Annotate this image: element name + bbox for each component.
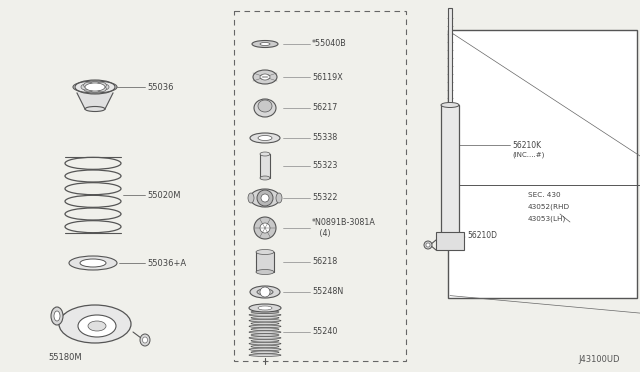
Ellipse shape xyxy=(260,42,270,45)
Bar xyxy=(441,105,459,240)
Ellipse shape xyxy=(78,315,116,337)
Text: *N0891B-3081A
   (4): *N0891B-3081A (4) xyxy=(312,218,376,238)
Ellipse shape xyxy=(97,86,106,92)
Ellipse shape xyxy=(424,241,432,249)
Ellipse shape xyxy=(251,334,279,336)
Circle shape xyxy=(261,194,269,202)
Text: 55180M: 55180M xyxy=(48,353,82,362)
Ellipse shape xyxy=(249,342,281,345)
Ellipse shape xyxy=(441,237,459,243)
Polygon shape xyxy=(77,93,113,109)
Ellipse shape xyxy=(84,82,93,88)
Ellipse shape xyxy=(251,351,279,353)
Bar xyxy=(448,8,452,130)
Text: 55338: 55338 xyxy=(312,134,337,142)
Bar xyxy=(448,30,637,298)
Ellipse shape xyxy=(97,82,106,88)
Ellipse shape xyxy=(251,317,279,319)
Ellipse shape xyxy=(85,83,105,91)
Ellipse shape xyxy=(249,314,281,316)
Ellipse shape xyxy=(260,152,270,156)
Ellipse shape xyxy=(251,340,279,342)
Text: 43053(LH): 43053(LH) xyxy=(528,216,566,222)
Bar xyxy=(234,11,406,361)
Text: (INC....#): (INC....#) xyxy=(512,152,545,158)
Ellipse shape xyxy=(69,256,117,270)
Circle shape xyxy=(260,287,270,297)
Ellipse shape xyxy=(276,193,282,203)
Ellipse shape xyxy=(256,250,274,254)
Circle shape xyxy=(260,223,270,233)
Ellipse shape xyxy=(251,311,279,313)
Ellipse shape xyxy=(251,322,279,325)
Ellipse shape xyxy=(250,286,280,298)
Ellipse shape xyxy=(256,269,274,275)
Ellipse shape xyxy=(251,328,279,331)
Text: J43100UD: J43100UD xyxy=(579,356,620,365)
Ellipse shape xyxy=(73,81,117,93)
Bar xyxy=(256,252,274,272)
Text: 55036+A: 55036+A xyxy=(147,259,186,267)
Ellipse shape xyxy=(249,325,281,328)
Text: 55240: 55240 xyxy=(312,327,337,337)
Ellipse shape xyxy=(252,41,278,48)
Ellipse shape xyxy=(258,100,272,112)
Ellipse shape xyxy=(140,334,150,346)
Text: 56210D: 56210D xyxy=(467,231,497,240)
Ellipse shape xyxy=(253,70,277,84)
Ellipse shape xyxy=(249,348,281,351)
Circle shape xyxy=(257,190,273,206)
Text: 55323: 55323 xyxy=(312,161,337,170)
Text: 56119X: 56119X xyxy=(312,73,343,81)
Ellipse shape xyxy=(249,304,281,312)
Ellipse shape xyxy=(250,133,280,143)
Ellipse shape xyxy=(260,176,270,180)
Ellipse shape xyxy=(90,81,100,87)
Text: 55020M: 55020M xyxy=(147,190,180,199)
Ellipse shape xyxy=(249,331,281,333)
Text: 56218: 56218 xyxy=(312,257,337,266)
Ellipse shape xyxy=(251,345,279,348)
Ellipse shape xyxy=(90,87,100,93)
Ellipse shape xyxy=(426,243,430,247)
Text: 55036: 55036 xyxy=(147,83,173,92)
Ellipse shape xyxy=(249,337,281,339)
Text: SEC. 430: SEC. 430 xyxy=(528,192,561,198)
Ellipse shape xyxy=(260,74,270,80)
Ellipse shape xyxy=(143,337,147,343)
Ellipse shape xyxy=(248,193,254,203)
Ellipse shape xyxy=(257,289,273,295)
Ellipse shape xyxy=(249,319,281,322)
Ellipse shape xyxy=(80,259,106,267)
Ellipse shape xyxy=(51,307,63,325)
Ellipse shape xyxy=(59,305,131,343)
Text: 55248N: 55248N xyxy=(312,288,343,296)
Text: *55040B: *55040B xyxy=(312,39,347,48)
Ellipse shape xyxy=(258,306,272,310)
Text: 43052(RHD: 43052(RHD xyxy=(528,204,570,210)
Bar xyxy=(436,232,464,250)
Ellipse shape xyxy=(249,354,281,356)
Ellipse shape xyxy=(88,321,106,331)
Text: 56210K: 56210K xyxy=(512,141,541,150)
Ellipse shape xyxy=(81,84,91,90)
Text: 55322: 55322 xyxy=(312,193,337,202)
Ellipse shape xyxy=(258,135,272,141)
Ellipse shape xyxy=(250,189,280,207)
Ellipse shape xyxy=(99,84,109,90)
Ellipse shape xyxy=(441,103,459,108)
Circle shape xyxy=(254,217,276,239)
Ellipse shape xyxy=(84,86,93,92)
Ellipse shape xyxy=(254,99,276,117)
Bar xyxy=(260,154,270,178)
Text: 56217: 56217 xyxy=(312,103,337,112)
Ellipse shape xyxy=(54,311,60,321)
Ellipse shape xyxy=(85,106,105,112)
